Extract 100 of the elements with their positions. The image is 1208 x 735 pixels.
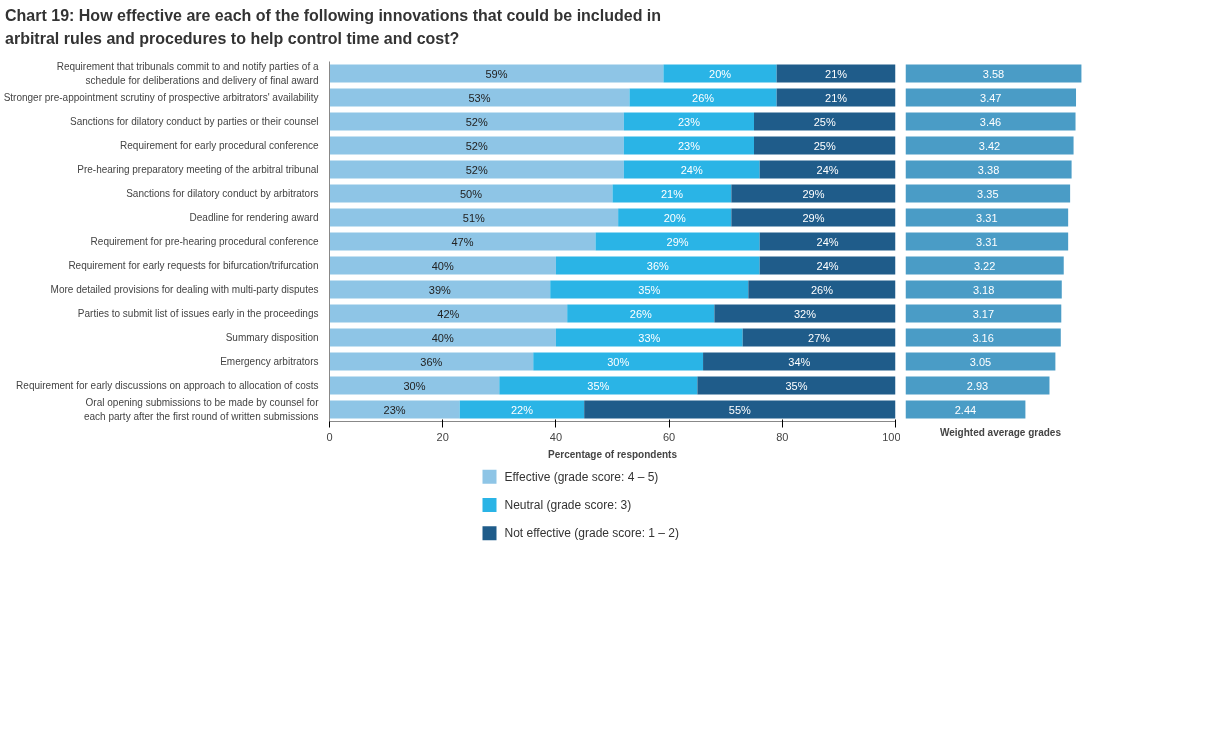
data-label: 24% bbox=[816, 235, 839, 248]
y-tick-label: Summary disposition bbox=[225, 331, 319, 343]
bar bbox=[584, 400, 896, 419]
bar bbox=[329, 88, 630, 107]
data-label: 20% bbox=[709, 67, 732, 80]
bar bbox=[905, 160, 1072, 179]
bar bbox=[329, 160, 624, 179]
data-label: 33% bbox=[638, 331, 661, 344]
bar bbox=[754, 136, 896, 155]
bar bbox=[905, 352, 1056, 371]
bar bbox=[905, 328, 1061, 347]
data-label: 59% bbox=[485, 67, 508, 80]
bar bbox=[329, 184, 613, 203]
bar bbox=[731, 184, 896, 203]
data-label: 52% bbox=[465, 163, 488, 176]
data-label: 39% bbox=[428, 283, 452, 296]
bar bbox=[329, 208, 619, 227]
data-label: 52% bbox=[465, 139, 488, 152]
bar bbox=[329, 376, 500, 395]
bar bbox=[748, 280, 896, 299]
bar bbox=[776, 88, 896, 107]
data-label: 32% bbox=[793, 307, 817, 320]
y-tick-label: Requirement for early requests for bifurcation/trifurcation bbox=[68, 259, 319, 271]
data-label: 36% bbox=[420, 355, 443, 368]
bar bbox=[703, 352, 896, 371]
data-label: 3.35 bbox=[977, 187, 999, 200]
y-tick-label: Requirement that tribunals commit to and notify parties of a schedule for deliberations and delivery of final award bbox=[56, 61, 319, 86]
data-label: 52% bbox=[465, 115, 488, 128]
bar bbox=[555, 328, 743, 347]
data-label: 30% bbox=[403, 379, 426, 392]
data-label: 55% bbox=[728, 403, 752, 416]
bar bbox=[697, 376, 896, 395]
legend-label: Not effective (grade score: 1 – 2) bbox=[504, 526, 680, 541]
data-label: 3.16 bbox=[972, 331, 994, 344]
bar bbox=[905, 256, 1064, 275]
data-label: 21% bbox=[825, 67, 848, 80]
data-label: 26% bbox=[629, 307, 653, 320]
bar bbox=[629, 88, 777, 107]
data-label: 40% bbox=[431, 331, 454, 344]
data-label: 27% bbox=[808, 331, 831, 344]
legend-label: Neutral (grade score: 3) bbox=[504, 497, 632, 512]
data-label: 3.42 bbox=[978, 139, 1001, 152]
data-label: 3.46 bbox=[979, 115, 1002, 128]
bar bbox=[759, 160, 896, 179]
y-tick-label: More detailed provisions for dealing with multi-party disputes bbox=[50, 283, 319, 295]
y-tick-label: Requirement for early discussions on approach to allocation of costs bbox=[16, 379, 319, 391]
y-tick-label: Requirement for pre-hearing procedural conference bbox=[90, 235, 319, 247]
y-tick-label: Pre-hearing preparatory meeting of the arbitral tribunal bbox=[77, 163, 319, 175]
bar bbox=[329, 328, 556, 347]
data-label: 51% bbox=[462, 211, 486, 224]
data-label: 23% bbox=[677, 139, 701, 152]
bar bbox=[905, 184, 1071, 203]
x-tick-label: 0 bbox=[326, 430, 333, 443]
data-label: 35% bbox=[785, 379, 808, 392]
bar bbox=[905, 136, 1074, 155]
bar bbox=[329, 112, 624, 131]
data-label: 53% bbox=[468, 91, 491, 104]
bar bbox=[329, 136, 624, 155]
bar bbox=[329, 304, 568, 323]
bar bbox=[595, 232, 760, 251]
y-tick-label: Stronger pre-appointment scrutiny of prospective arbitrators' availability bbox=[3, 91, 319, 103]
bar bbox=[905, 232, 1069, 251]
y-tick-label: Emergency arbitrators bbox=[220, 355, 319, 367]
bar bbox=[550, 280, 749, 299]
bar bbox=[623, 112, 754, 131]
data-label: 36% bbox=[646, 259, 670, 272]
bar bbox=[905, 208, 1069, 227]
bar bbox=[663, 64, 777, 83]
data-label: 20% bbox=[663, 211, 686, 224]
bar bbox=[623, 160, 760, 179]
data-label: 29% bbox=[802, 211, 825, 224]
data-label: 23% bbox=[383, 403, 406, 416]
bar bbox=[754, 112, 896, 131]
data-label: 24% bbox=[816, 259, 839, 272]
data-label: 25% bbox=[813, 115, 836, 128]
x-axis-title: Percentage of respondents bbox=[548, 448, 678, 460]
y-tick-label: Deadline for rendering award bbox=[189, 211, 319, 223]
bar bbox=[612, 184, 732, 203]
bar bbox=[499, 376, 698, 395]
data-label: 3.47 bbox=[980, 91, 1002, 104]
bar bbox=[329, 64, 664, 83]
bar bbox=[623, 136, 754, 155]
y-tick-label: Parties to submit list of issues early in the proceedings bbox=[77, 307, 319, 319]
bar bbox=[759, 232, 896, 251]
y-tick-label: Oral opening submissions to be made by counsel for each party after the first round of written submissions bbox=[83, 397, 320, 422]
data-label: 23% bbox=[677, 115, 701, 128]
data-label: 29% bbox=[666, 235, 689, 248]
x-tick-label: 40 bbox=[549, 430, 563, 443]
data-label: 3.31 bbox=[976, 235, 998, 248]
data-label: 3.18 bbox=[972, 283, 995, 296]
data-label: 22% bbox=[510, 403, 534, 416]
bar bbox=[329, 400, 460, 419]
bar bbox=[905, 304, 1062, 323]
bar bbox=[742, 328, 896, 347]
x-tick-label: 20 bbox=[436, 430, 449, 443]
data-label: 21% bbox=[660, 187, 684, 200]
data-label: 25% bbox=[813, 139, 836, 152]
bar bbox=[618, 208, 732, 227]
data-label: 21% bbox=[825, 91, 848, 104]
bar bbox=[329, 280, 551, 299]
